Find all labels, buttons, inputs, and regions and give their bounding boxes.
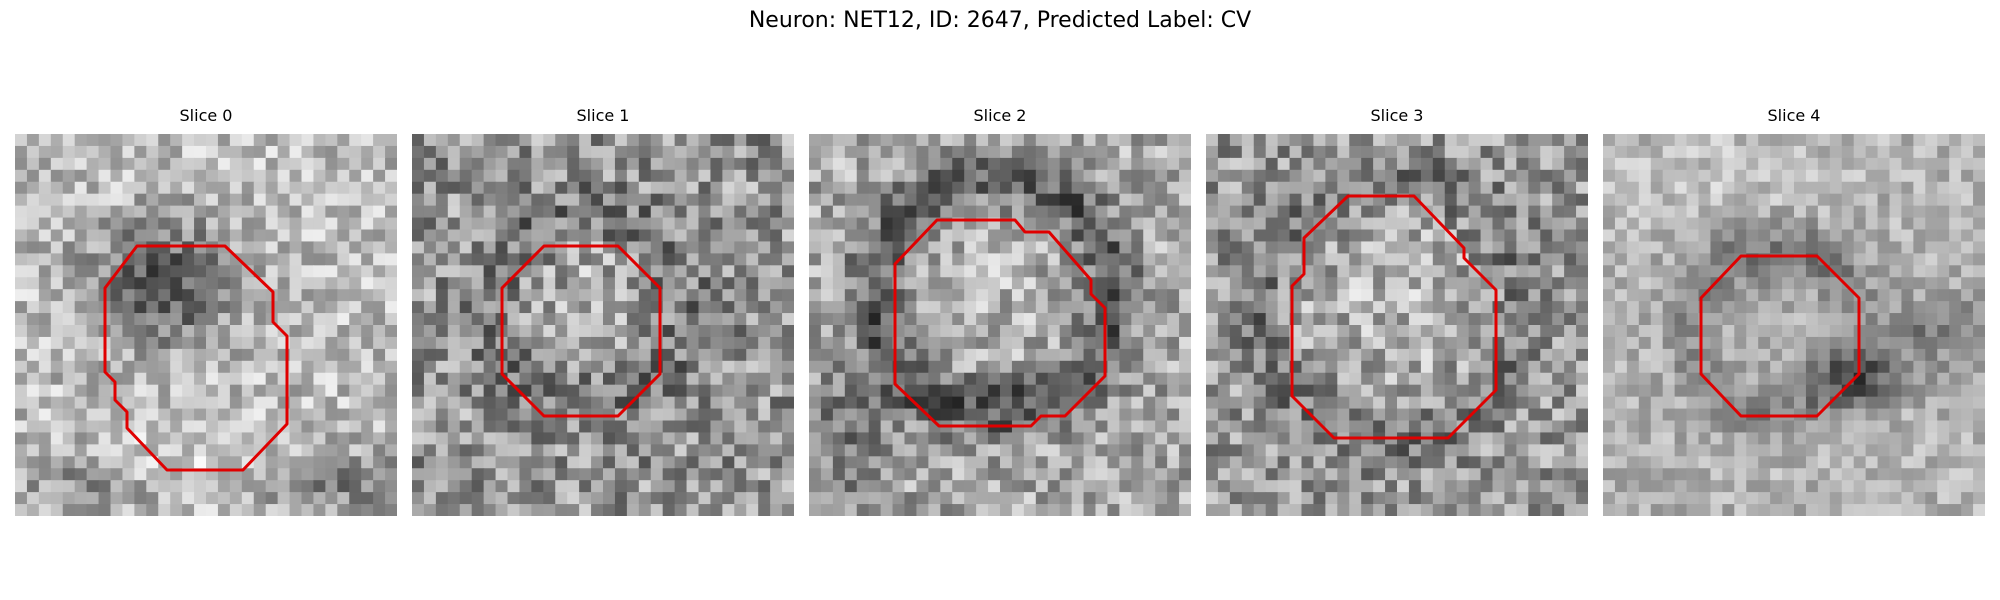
slice-title-3: Slice 3 xyxy=(1370,106,1424,125)
slice-1-contour xyxy=(500,244,662,418)
slice-image-1 xyxy=(412,134,794,516)
slice-0-pixel-grid xyxy=(15,134,397,516)
slice-4-contour xyxy=(1699,254,1861,418)
slice-1-pixel-grid xyxy=(412,134,794,516)
slice-image-4 xyxy=(1603,134,1985,516)
slice-2-pixel-grid xyxy=(809,134,1191,516)
slice-0-contour xyxy=(103,244,289,472)
slice-title-2: Slice 2 xyxy=(973,106,1027,125)
slice-3-contour xyxy=(1290,194,1498,440)
slice-title-4: Slice 4 xyxy=(1767,106,1821,125)
figure-title: Neuron: NET12, ID: 2647, Predicted Label… xyxy=(748,8,1252,33)
slice-image-3 xyxy=(1206,134,1588,516)
slice-3-pixel-grid xyxy=(1206,134,1588,516)
slice-2-contour xyxy=(893,218,1107,428)
slice-image-0 xyxy=(15,134,397,516)
slice-image-2 xyxy=(809,134,1191,516)
slice-4-pixel-grid xyxy=(1603,134,1985,516)
slice-title-0: Slice 0 xyxy=(179,106,233,125)
slice-title-1: Slice 1 xyxy=(576,106,630,125)
